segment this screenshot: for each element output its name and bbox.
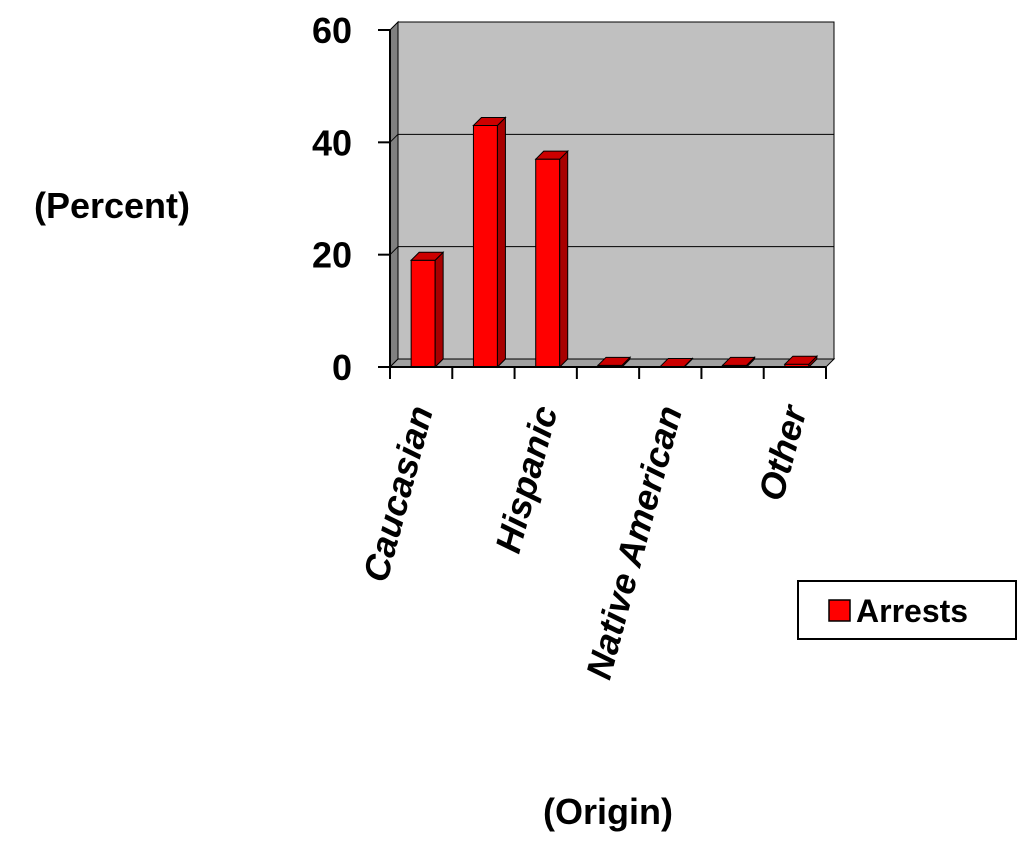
- bar: [721, 356, 756, 369]
- x-axis-title: (Origin): [543, 791, 673, 832]
- bar: [659, 357, 694, 369]
- y-tick-labels: 0 20 40 60: [312, 10, 352, 388]
- x-tick-labels: Caucasian Hispanic Native American Other: [355, 400, 815, 684]
- y-tick-label: 0: [332, 347, 352, 388]
- bar: [409, 251, 445, 369]
- x-tick-label: Native American: [578, 401, 690, 683]
- gridlines: [389, 133, 834, 256]
- y-axis-title: (Percent): [34, 185, 190, 226]
- legend: Arrests: [797, 580, 1017, 640]
- plot-back-wall: [397, 21, 835, 360]
- gridline: [389, 133, 399, 143]
- bar: [472, 116, 507, 369]
- bars: [409, 116, 819, 369]
- x-tick-label: Hispanic: [487, 401, 565, 557]
- y-tick-label: 20: [312, 235, 352, 276]
- bar: [534, 149, 569, 369]
- y-tick-label: 60: [312, 10, 352, 51]
- x-tick-label: Caucasian: [355, 401, 441, 586]
- legend-swatch: [828, 599, 851, 622]
- legend-label: Arrests: [856, 593, 968, 629]
- x-tick-label: Other: [750, 400, 815, 505]
- plot-side-wall: [389, 20, 399, 369]
- y-tick-label: 40: [312, 122, 352, 163]
- gridline: [389, 246, 399, 256]
- axes: [378, 29, 827, 379]
